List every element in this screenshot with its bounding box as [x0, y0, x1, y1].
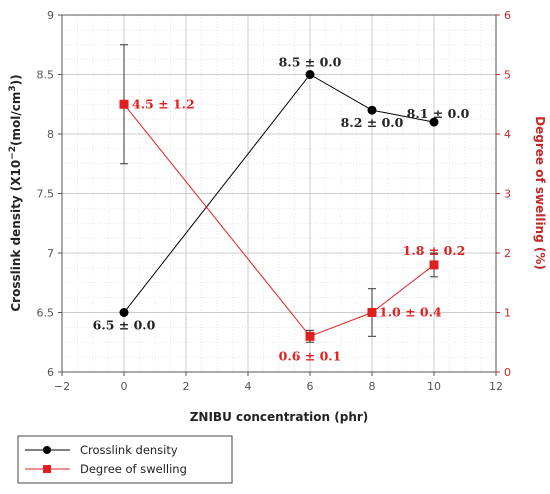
data-label-degree-of-swelling: 4.5 ± 1.2: [132, 96, 195, 111]
data-point-crosslink-density: [305, 70, 315, 79]
x-tick-label: 6: [307, 380, 314, 393]
data-label-crosslink-density: 8.5 ± 0.0: [279, 55, 342, 70]
y-left-tick-label: 6.5: [37, 307, 55, 320]
x-tick-label: 8: [369, 380, 376, 393]
legend-marker-crosslink: [43, 446, 51, 454]
x-tick-label: 12: [489, 380, 503, 393]
data-point-crosslink-density: [367, 105, 377, 115]
y-right-tick-label: 5: [504, 69, 511, 82]
legend: Crosslink density Degree of swelling: [17, 435, 233, 484]
data-label-degree-of-swelling: 1.8 ± 0.2: [403, 243, 466, 258]
data-point-degree-of-swelling: [119, 99, 129, 109]
x-axis-title: ZNIBU concentration (phr): [190, 410, 369, 424]
x-tick-label: 10: [427, 380, 441, 393]
y-axis-title-left: Crosslink density (X10−2(mol/cm3)): [8, 74, 23, 311]
x-tick-label: 4: [245, 380, 252, 393]
y-right-tick-label: 4: [504, 128, 511, 141]
data-label-crosslink-density: 6.5 ± 0.0: [93, 318, 156, 333]
data-label-crosslink-density: 8.1 ± 0.0: [407, 106, 470, 121]
x-tick-label: 2: [183, 380, 190, 393]
data-point-degree-of-swelling: [367, 308, 377, 317]
data-point-crosslink-density: [429, 117, 439, 127]
y-right-tick-label: 2: [504, 247, 511, 260]
data-point-crosslink-density: [119, 308, 129, 317]
data-point-degree-of-swelling: [429, 260, 439, 270]
legend-label-swelling: Degree of swelling: [80, 462, 187, 476]
legend-box: [17, 435, 233, 484]
data-label-degree-of-swelling: 1.0 ± 0.4: [379, 305, 442, 320]
y-right-tick-label: 3: [504, 188, 511, 201]
y-left-tick-label: 7: [47, 247, 54, 260]
data-point-degree-of-swelling: [305, 331, 315, 341]
x-tick-label: 0: [121, 380, 128, 393]
legend-marker-swelling: [43, 465, 51, 473]
y-left-tick-label: 8: [47, 128, 54, 141]
y-left-tick-label: 7.5: [37, 188, 55, 201]
x-tick-label: −2: [54, 380, 70, 393]
series-line-crosslink-density: [123, 73, 435, 313]
y-right-tick-label: 1: [504, 307, 511, 320]
data-label-crosslink-density: 8.2 ± 0.0: [341, 115, 404, 130]
y-right-tick-label: 6: [504, 9, 511, 22]
y-left-tick-label: 9: [47, 9, 54, 22]
y-left-tick-label: 8.5: [37, 69, 55, 82]
y-axis-title-right: Degree of swelling (%): [533, 116, 547, 270]
data-labels: 6.5 ± 0.0 8.5 ± 0.0 8.2 ± 0.08.1 ± 0.0 4.5 …: [93, 55, 470, 364]
y-left-tick-label: 6: [47, 366, 54, 379]
y-right-tick-label: 0: [504, 366, 511, 379]
series-line-degree-of-swelling: [123, 103, 435, 337]
series: [119, 44, 439, 343]
data-label-degree-of-swelling: 0.6 ± 0.1: [279, 348, 342, 363]
legend-label-crosslink: Crosslink density: [80, 443, 178, 457]
